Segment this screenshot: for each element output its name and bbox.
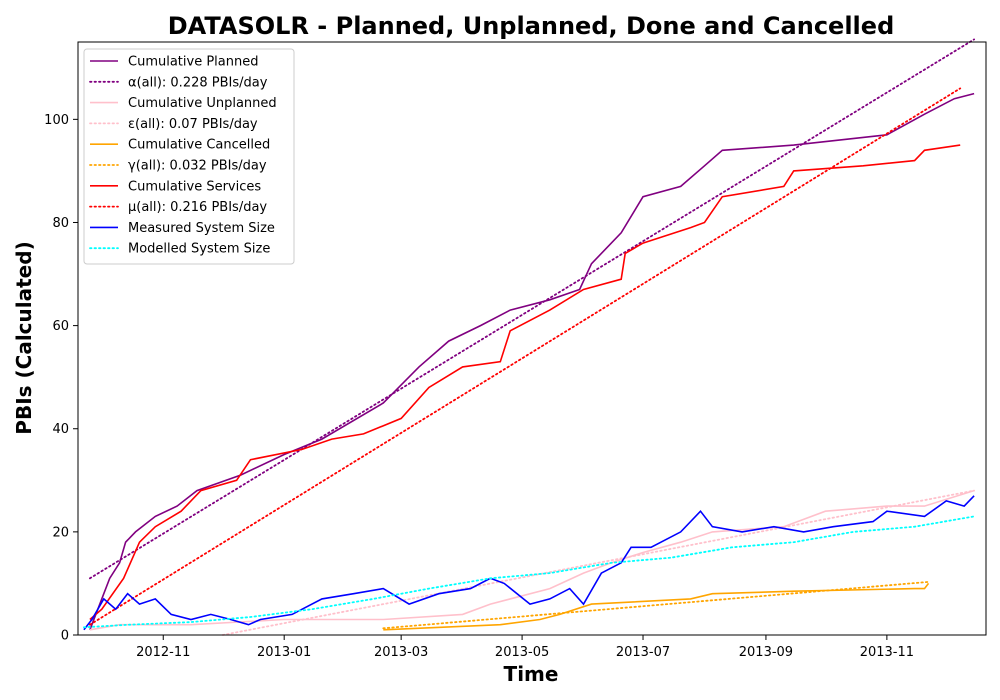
legend-label-2: α(all): 0.228 PBIs/day bbox=[128, 75, 268, 90]
legend: Cumulative Planned α(all): 0.228 PBIs/day… bbox=[83, 48, 295, 265]
series-line-10 bbox=[83, 515, 975, 629]
x-tick-label: 2013-05 bbox=[495, 645, 549, 660]
chart-title: DATASOLR - Planned, Unplanned, Done and … bbox=[168, 12, 895, 40]
series-line-3 bbox=[89, 489, 975, 631]
series-line-9 bbox=[83, 495, 975, 631]
legend-label-7: Cumulative Services bbox=[128, 179, 261, 194]
y-tick-label: 0 bbox=[61, 629, 69, 644]
y-axis-label: PBIs (Calculated) bbox=[12, 241, 36, 434]
series-line-1 bbox=[89, 92, 975, 631]
legend-label-6: γ(all): 0.032 PBIs/day bbox=[128, 159, 267, 174]
y-tick-label: 80 bbox=[52, 216, 69, 231]
y-tick-label: 40 bbox=[52, 422, 69, 437]
x-tick-label: 2013-07 bbox=[616, 645, 670, 660]
series-line-6 bbox=[382, 581, 930, 630]
legend-label-5: Cumulative Cancelled bbox=[128, 138, 270, 153]
plot-frame bbox=[77, 41, 987, 636]
series-layer bbox=[83, 38, 975, 636]
x-tick-label: 2013-01 bbox=[257, 645, 311, 660]
y-axis: 0 20 40 60 80 100 bbox=[44, 113, 78, 644]
series-line-8 bbox=[89, 87, 962, 626]
legend-label-3: Cumulative Unplanned bbox=[128, 96, 277, 111]
legend-label-4: ε(all): 0.07 PBIs/day bbox=[128, 117, 258, 132]
series-line-7 bbox=[89, 144, 961, 621]
legend-label-1: Cumulative Planned bbox=[128, 55, 258, 70]
x-tick-label: 2012-11 bbox=[136, 645, 190, 660]
x-axis-label: Time bbox=[504, 662, 559, 686]
series-line-5 bbox=[383, 582, 930, 631]
legend-box bbox=[83, 48, 295, 265]
x-tick-label: 2013-11 bbox=[860, 645, 914, 660]
y-tick-label: 20 bbox=[52, 525, 69, 540]
legend-label-8: μ(all): 0.216 PBIs/day bbox=[128, 200, 267, 215]
series-line-4 bbox=[221, 489, 975, 636]
x-axis: 2012-11 2013-01 2013-03 2013-05 2013-07 2013-… bbox=[136, 635, 914, 660]
legend-label-9: Measured System Size bbox=[128, 221, 275, 236]
x-tick-label: 2013-03 bbox=[374, 645, 428, 660]
x-tick-label: 2013-09 bbox=[739, 645, 793, 660]
legend-label-10: Modelled System Size bbox=[128, 242, 270, 257]
y-tick-label: 100 bbox=[44, 113, 69, 128]
y-tick-label: 60 bbox=[52, 319, 69, 334]
series-line-2 bbox=[89, 38, 975, 580]
